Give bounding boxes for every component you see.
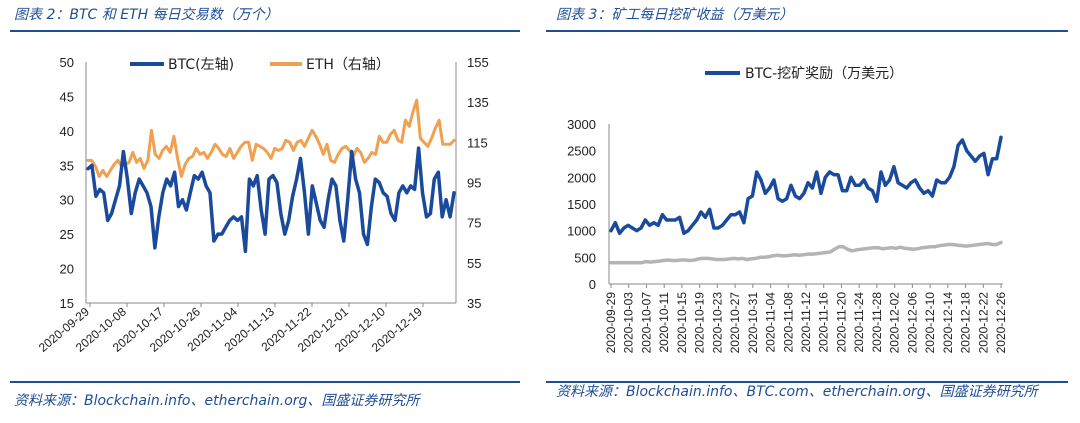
- right-chart-legend: BTC-挖矿奖励（万美元）: [705, 65, 903, 82]
- btc-mining-reward-line: [609, 135, 1003, 236]
- left-chart-legend: BTC(左轴) ETH（右轴）: [130, 57, 390, 73]
- right-source-note: 资料来源：Blockchain.info、BTC.com、etherchain.…: [556, 384, 1038, 400]
- y-tick-label: 2500: [567, 144, 596, 159]
- y-tick-label: 3000: [567, 117, 596, 132]
- left-chart-caption: 图表 2：BTC 和 ETH 每日交易数（万个）: [14, 7, 279, 23]
- right-bottom-rule: [546, 381, 1068, 383]
- left-chart-series: [86, 98, 456, 254]
- y-tick-label: 0: [589, 277, 596, 292]
- x-tick-label: 2020-11-16: [817, 292, 831, 353]
- y-tick-label: 1500: [567, 197, 596, 212]
- x-tick-label: 2020-12-26: [994, 292, 1008, 354]
- right-y-tick-label: 55: [467, 256, 481, 271]
- right-y-tick-label: 35: [467, 296, 481, 311]
- x-tick-label: 2020-10-31: [746, 292, 760, 354]
- gray-series-line: [609, 240, 1003, 265]
- left-y-tick-label: 20: [60, 262, 74, 277]
- btc-line: [86, 146, 456, 254]
- x-tick-label: 2020-10-07: [639, 292, 653, 354]
- right-chart-series: [609, 135, 1003, 265]
- x-tick-label: 2020-10-11: [657, 292, 671, 353]
- right-chart-y-tick-labels: 3000 2500 2000 1500 1000 500 0: [567, 117, 596, 292]
- legend-btc-label: BTC(左轴): [168, 57, 234, 73]
- right-y-tick-label: 155: [467, 55, 489, 70]
- x-tick-label: 2020-11-08: [781, 292, 795, 353]
- x-tick-label: 2020-10-23: [710, 292, 724, 354]
- right-chart-x-tick-labels: 2020-09-29 2020-10-03 2020-10-07 2020-10-11…: [604, 284, 1008, 353]
- x-tick-label: 2020-11-24: [852, 292, 866, 353]
- y-tick-label: 1000: [567, 224, 596, 239]
- eth-line: [86, 98, 456, 178]
- left-bottom-rule: [10, 381, 520, 383]
- left-y-tick-label: 45: [60, 89, 74, 104]
- right-y-tick-label: 115: [467, 135, 488, 150]
- x-tick-label: 2020-10-19: [693, 292, 707, 354]
- x-tick-label: 2020-12-10: [923, 292, 937, 354]
- left-y-tick-label: 25: [60, 227, 74, 242]
- left-chart-axes: [85, 62, 457, 304]
- x-tick-label: 2020-09-29: [604, 292, 618, 354]
- x-tick-label: 2020-10-27: [728, 292, 742, 354]
- legend-eth-label: ETH（右轴）: [306, 57, 390, 73]
- x-tick-label: 2020-11-20: [834, 292, 848, 353]
- right-top-rule: [546, 30, 1068, 32]
- x-tick-label: 2020-10-15: [675, 292, 689, 354]
- right-y-tick-label: 135: [467, 95, 489, 110]
- left-source-note: 资料来源：Blockchain.info、etherchain.org、国盛证券…: [14, 393, 420, 409]
- right-axis-tick-labels: 155 135 115 95 75 55 35: [467, 55, 489, 311]
- left-chart-x-tick-labels: 2020-09-292020-10-082020-10-172020-10-26…: [36, 303, 425, 355]
- right-y-tick-label: 75: [467, 216, 481, 231]
- left-axis-tick-labels: 50 45 40 35 30 25 20 15: [60, 55, 74, 311]
- x-tick-label: 2020-12-22: [976, 292, 990, 354]
- x-tick-label: 2020-10-03: [622, 292, 636, 354]
- x-tick-label: 2020-11-12: [799, 292, 813, 353]
- left-top-rule: [10, 30, 520, 32]
- x-tick-label: 2020-12-18: [959, 292, 973, 354]
- legend-btc-mining-label: BTC-挖矿奖励（万美元）: [745, 65, 903, 82]
- left-y-tick-label: 15: [60, 296, 74, 311]
- left-y-tick-label: 40: [60, 124, 74, 139]
- left-y-tick-label: 35: [60, 158, 74, 173]
- right-chart-caption: 图表 3：矿工每日挖矿收益（万美元）: [556, 7, 794, 23]
- x-tick-label: 2020-12-06: [905, 292, 919, 354]
- left-y-tick-label: 50: [60, 55, 74, 70]
- y-tick-label: 2000: [567, 170, 596, 185]
- x-tick-label: 2020-12-02: [888, 292, 902, 354]
- right-y-tick-label: 95: [467, 176, 481, 191]
- y-tick-label: 500: [574, 250, 596, 265]
- left-y-tick-label: 30: [60, 193, 74, 208]
- x-tick-label: 2020-11-04: [764, 292, 778, 353]
- x-tick-label: 2020-12-14: [941, 292, 955, 354]
- x-tick-label: 2020-11-28: [870, 292, 884, 353]
- btc-eth-transactions-chart: 50 45 40 35 30 25 20 15 155 135 115 95 75 55 35 2020-…: [36, 55, 489, 355]
